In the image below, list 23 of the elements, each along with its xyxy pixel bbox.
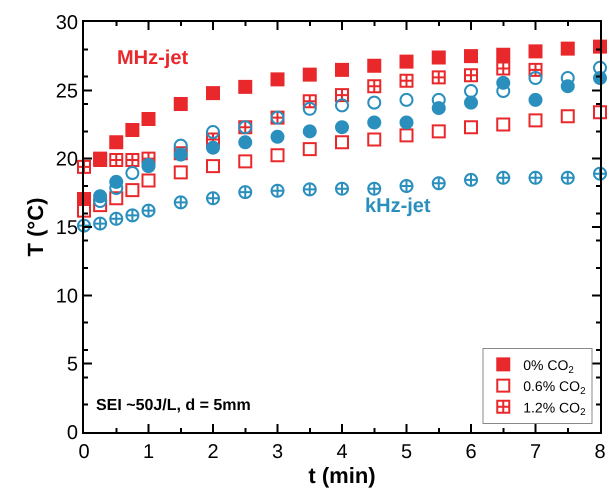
- annotation: SEI ~50J/L, d = 5mm: [96, 397, 251, 414]
- x-tick-label: 1: [142, 441, 154, 463]
- x-tick-label: 4: [336, 441, 348, 463]
- y-tick-label: 0: [66, 422, 78, 444]
- y-tick-label: 20: [56, 148, 78, 171]
- x-tick-label: 6: [465, 441, 477, 463]
- legend-label: 0.6% CO$_{2}$: [523, 378, 586, 397]
- legend-label: 0% CO$_{2}$: [523, 356, 574, 376]
- annotation: kHz-jet: [365, 195, 431, 217]
- x-axis-title: t (min): [308, 463, 376, 488]
- y-axis-title: T (°C): [23, 198, 48, 256]
- y-tick-label: 30: [56, 12, 78, 34]
- y-tick-label: 5: [66, 354, 78, 376]
- x-tick-label: 7: [530, 441, 542, 463]
- y-tick-label: 15: [56, 217, 78, 239]
- x-tick-label: 8: [594, 441, 606, 463]
- x-tick-label: 3: [272, 441, 284, 463]
- x-tick-label: 5: [400, 441, 412, 463]
- x-tick-label: 2: [207, 441, 219, 463]
- y-tick-label: 10: [56, 285, 78, 308]
- y-tick-label: 25: [56, 80, 78, 102]
- legend-label: 1.2% CO$_{2}$: [523, 399, 586, 418]
- annotation: MHz-jet: [117, 47, 188, 69]
